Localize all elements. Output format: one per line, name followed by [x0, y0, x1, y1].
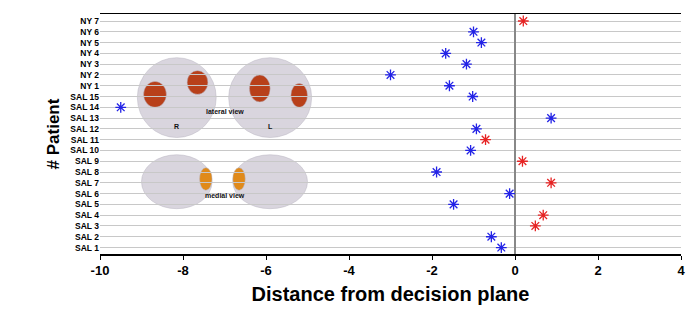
svg-text:NY 6: NY 6 [80, 27, 99, 37]
svg-text:SAL 7: SAL 7 [75, 178, 99, 188]
svg-text:0: 0 [511, 263, 518, 278]
svg-text:SAL 13: SAL 13 [70, 113, 99, 123]
svg-text:SAL 14: SAL 14 [70, 102, 99, 112]
svg-text:NY 3: NY 3 [80, 59, 99, 69]
svg-text:-6: -6 [260, 263, 272, 278]
svg-text:SAL 10: SAL 10 [70, 145, 99, 155]
svg-text:NY 4: NY 4 [80, 48, 99, 58]
svg-text:medial view: medial view [205, 192, 245, 199]
svg-text:SAL 11: SAL 11 [71, 135, 99, 145]
svg-text:2: 2 [594, 263, 601, 278]
svg-text:L: L [268, 123, 273, 130]
svg-text:NY 7: NY 7 [80, 16, 99, 26]
svg-text:SAL 4: SAL 4 [75, 210, 99, 220]
svg-text:SAL 2: SAL 2 [75, 232, 99, 242]
svg-text:SAL 1: SAL 1 [75, 243, 99, 253]
svg-text:SAL 15: SAL 15 [70, 91, 99, 101]
svg-text:SAL 9: SAL 9 [75, 156, 99, 166]
svg-text:4: 4 [677, 263, 685, 278]
svg-text:-8: -8 [177, 263, 189, 278]
svg-text:-10: -10 [91, 263, 110, 278]
svg-text:Distance from decision plane: Distance from decision plane [252, 283, 530, 305]
svg-text:# Patient: # Patient [44, 98, 63, 169]
svg-text:SAL 5: SAL 5 [75, 199, 99, 209]
svg-text:SAL 3: SAL 3 [75, 221, 99, 231]
svg-text:NY 2: NY 2 [80, 70, 99, 80]
svg-text:-4: -4 [343, 263, 355, 278]
svg-text:-2: -2 [426, 263, 438, 278]
svg-text:SAL 6: SAL 6 [75, 189, 99, 199]
svg-text:NY 1: NY 1 [80, 81, 99, 91]
svg-text:SAL 8: SAL 8 [75, 167, 99, 177]
svg-text:SAL 12: SAL 12 [70, 124, 99, 134]
svg-text:R: R [174, 123, 179, 130]
svg-text:lateral view: lateral view [206, 108, 244, 115]
svg-text:NY 5: NY 5 [80, 38, 99, 48]
